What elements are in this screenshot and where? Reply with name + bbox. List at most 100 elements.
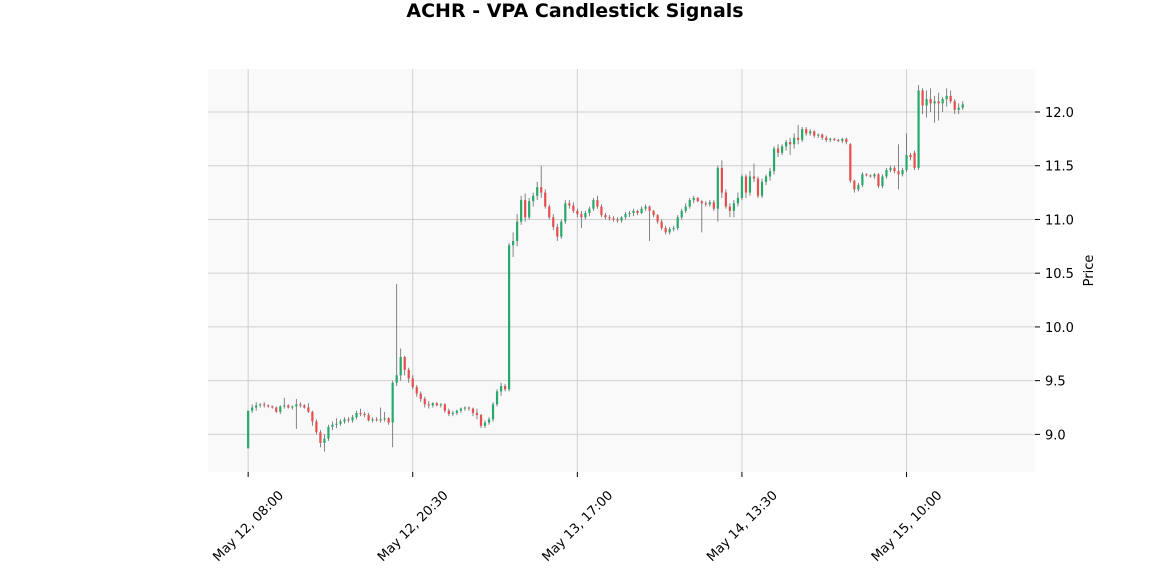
candle-body-up xyxy=(295,404,297,406)
candle-body-up xyxy=(279,406,281,411)
candle-body-up xyxy=(384,418,386,419)
candle-body-down xyxy=(420,394,422,399)
candle-body-down xyxy=(596,200,598,206)
candle-body-up xyxy=(532,196,534,201)
candle-body-down xyxy=(363,414,365,415)
candle-body-down xyxy=(315,421,317,432)
candle xyxy=(677,215,679,230)
candle-body-up xyxy=(632,211,634,213)
candle xyxy=(496,389,498,406)
candle xyxy=(548,204,550,219)
candle-body-up xyxy=(765,176,767,181)
candle-body-up xyxy=(905,155,907,170)
candle-body-down xyxy=(608,217,610,218)
candle xyxy=(327,425,329,441)
candle-body-down xyxy=(616,219,618,220)
candle xyxy=(773,146,775,174)
candle-body-down xyxy=(849,144,851,181)
candle-body-down xyxy=(472,409,474,413)
candle-body-up xyxy=(400,357,402,375)
candle-body-up xyxy=(781,146,783,152)
candle-body-up xyxy=(496,391,498,404)
candle-body-down xyxy=(544,193,546,207)
candle-body-up xyxy=(536,187,538,196)
candle xyxy=(849,143,851,183)
candle-body-up xyxy=(857,185,859,189)
candle-body-down xyxy=(648,207,650,211)
candle-body-up xyxy=(773,149,775,172)
candle-body-down xyxy=(805,129,807,133)
x-tick-label: May 15, 10:00 xyxy=(869,488,946,565)
candle-body-down xyxy=(604,215,606,217)
candle-body-down xyxy=(777,149,779,153)
candle-body-up xyxy=(520,200,522,221)
candle-body-down xyxy=(954,101,956,110)
candle-body-down xyxy=(930,99,932,103)
candle-body-up xyxy=(564,203,566,221)
candle-body-up xyxy=(669,229,671,232)
candle-body-up xyxy=(255,405,257,407)
candle-body-up xyxy=(440,404,442,405)
y-tick-label: 9.5 xyxy=(1045,375,1066,390)
candle-body-up xyxy=(247,411,249,449)
candle-body-down xyxy=(556,227,558,237)
y-tick-label: 11.0 xyxy=(1045,213,1074,228)
y-tick-label: 12.0 xyxy=(1045,106,1074,121)
candle-body-down xyxy=(636,211,638,213)
candle-body-up xyxy=(761,182,763,196)
candle-body-down xyxy=(913,153,915,168)
candle-body-down xyxy=(753,176,755,178)
candle-body-down xyxy=(877,174,879,186)
candle-body-down xyxy=(950,96,952,101)
candle-body-up xyxy=(673,228,675,229)
candle-body-down xyxy=(745,176,747,192)
candle-body-down xyxy=(697,198,699,201)
candle-body-up xyxy=(392,383,394,423)
candle-body-down xyxy=(938,101,940,103)
candle-body-up xyxy=(323,439,325,443)
candle-body-down xyxy=(845,139,847,142)
y-tick-label: 10.5 xyxy=(1045,267,1074,282)
candle-body-down xyxy=(428,404,430,405)
candle-body-up xyxy=(934,101,936,103)
candle-body-down xyxy=(653,211,655,215)
candle-body-down xyxy=(568,203,570,205)
candle-body-up xyxy=(251,408,253,411)
candle-body-down xyxy=(757,179,759,196)
candle-body-up xyxy=(335,424,337,425)
candle-body-down xyxy=(275,408,277,412)
candle-body-up xyxy=(464,408,466,409)
candle-body-down xyxy=(267,405,269,406)
candle-body-up xyxy=(380,419,382,420)
candle-body-down xyxy=(661,222,663,228)
candle-body-up xyxy=(958,108,960,110)
candle-body-up xyxy=(926,99,928,105)
candle-body-up xyxy=(512,241,514,245)
candle-body-up xyxy=(861,174,863,185)
candle xyxy=(492,402,494,421)
candle-body-down xyxy=(789,142,791,144)
candle-body-down xyxy=(468,408,470,409)
candle-body-down xyxy=(412,379,414,388)
candle-body-down xyxy=(504,386,506,389)
candle-body-up xyxy=(588,209,590,213)
candle-body-down xyxy=(299,404,301,405)
candle-body-up xyxy=(733,203,735,211)
candle-body-down xyxy=(865,174,867,175)
candle-body-up xyxy=(917,90,919,167)
candle-body-up xyxy=(881,176,883,186)
candle-body-down xyxy=(404,357,406,370)
candle-body-down xyxy=(263,404,265,405)
candle-body-up xyxy=(351,417,353,420)
candle xyxy=(917,85,919,170)
candle-body-up xyxy=(584,213,586,217)
candle-body-up xyxy=(769,171,771,176)
candle-body-down xyxy=(448,411,450,414)
candle-body-up xyxy=(500,386,502,391)
candle xyxy=(564,200,566,224)
candle-body-down xyxy=(548,207,550,218)
candle-body-up xyxy=(689,200,691,206)
candle-body-down xyxy=(612,218,614,219)
candle-body-up xyxy=(488,419,490,422)
candle-body-up xyxy=(508,245,510,389)
